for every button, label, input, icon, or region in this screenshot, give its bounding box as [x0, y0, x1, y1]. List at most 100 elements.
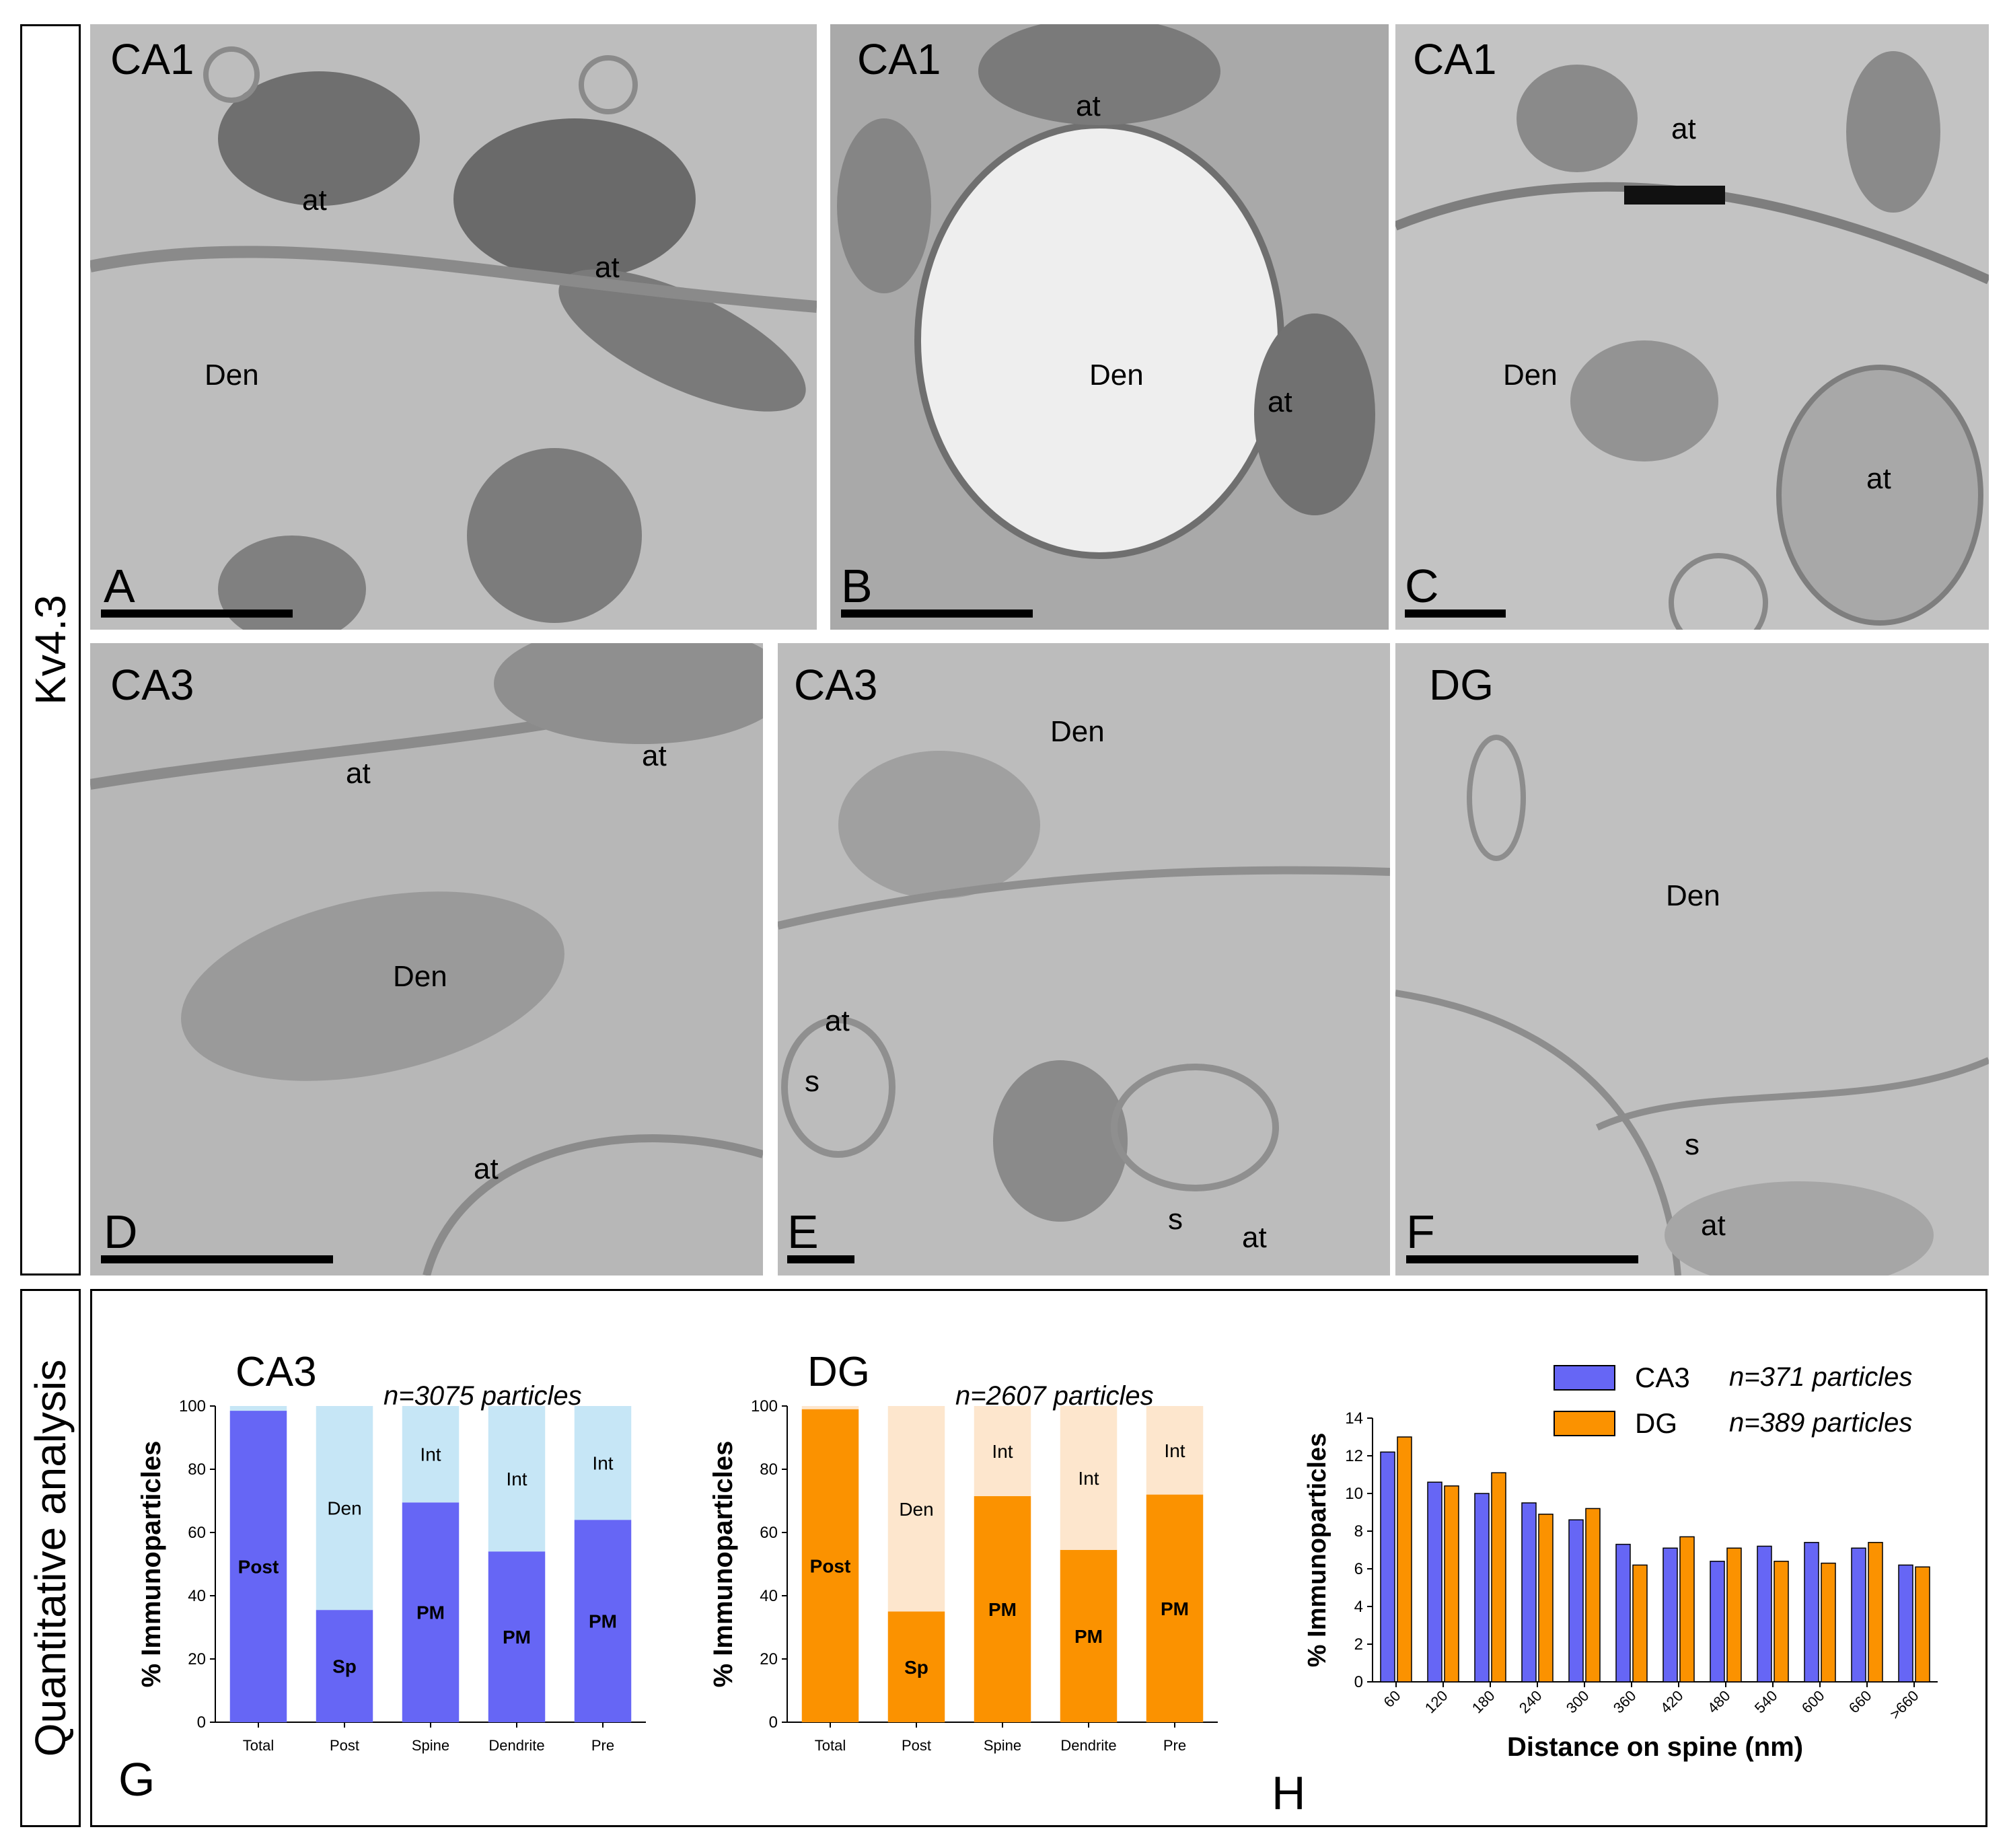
panel-d-letter: D: [104, 1206, 138, 1258]
distance-bar-dg: [1915, 1566, 1930, 1683]
distance-y-tick-label: 2: [1354, 1635, 1363, 1654]
ca3-y-tick-label: 100: [179, 1397, 206, 1415]
distance-bar-dg: [1774, 1561, 1789, 1683]
chart-distance-svg: CA3 n=371 particles DG n=389 particles % Imm…: [1303, 1362, 1938, 1762]
panel-d-region: CA3: [110, 661, 194, 709]
distance-bar-dg: [1444, 1485, 1459, 1683]
legend-name-ca3: CA3: [1635, 1362, 1690, 1393]
panel-e-label-s: s: [1168, 1203, 1183, 1236]
dg-segment-label: PM: [988, 1599, 1017, 1620]
panel-f-label-s: s: [1685, 1128, 1700, 1161]
row-label-quantitative: Quantitative analysis: [20, 1289, 81, 1827]
distance-bar-ca3: [1380, 1451, 1395, 1683]
distance-x-tick-label: >660: [1887, 1687, 1922, 1723]
dg-title: DG: [807, 1349, 870, 1395]
distance-bar-dg: [1679, 1536, 1695, 1683]
dg-y-tick-label: 60: [760, 1524, 778, 1542]
ca3-segment-label: Post: [238, 1557, 279, 1578]
panel-b-label-at: at: [1268, 385, 1292, 418]
dg-subtitle: n=2607 particles: [955, 1381, 1154, 1411]
distance-y-tick-label: 12: [1345, 1447, 1363, 1465]
panel-a-micrograph: CA1 at at Den A: [90, 24, 817, 630]
panel-e-letter: E: [787, 1206, 819, 1258]
distance-x-tick-label: 240: [1516, 1687, 1545, 1717]
panel-b-micrograph: CA1 at Den at B: [830, 24, 1389, 630]
figure-letter-h: H: [1272, 1767, 1306, 1819]
panel-a-scale-bar: [101, 609, 293, 618]
dg-x-tick-label: Pre: [1163, 1737, 1186, 1754]
ca3-segment-label: PM: [589, 1611, 617, 1632]
distance-x-tick-label: 660: [1846, 1687, 1875, 1717]
ca3-y-tick-label: 0: [197, 1713, 206, 1732]
ca3-x-tick-label: Dendrite: [488, 1737, 544, 1754]
distance-y-tick-label: 4: [1354, 1598, 1363, 1616]
chart-distance-histogram: CA3 n=371 particles DG n=389 particles % Imm…: [1278, 1345, 1971, 1820]
panel-d-label-at: at: [642, 739, 667, 772]
panel-b-label-at: at: [1076, 89, 1101, 122]
dg-y-tick-label: 0: [769, 1713, 778, 1732]
distance-bar-dg: [1632, 1564, 1648, 1683]
dg-segment-label: PM: [1161, 1598, 1189, 1619]
ca3-x-tick-label: Total: [243, 1737, 274, 1754]
ca3-y-tick-label: 20: [188, 1650, 206, 1668]
ca3-segment-label: PM: [416, 1602, 445, 1623]
panel-e-label-at: at: [1242, 1221, 1267, 1254]
distance-bar-dg: [1585, 1508, 1601, 1683]
panel-c-scale-bar: [1405, 609, 1506, 618]
micrograph-texture: [1395, 643, 1989, 1276]
ca3-segment-label: PM: [503, 1627, 531, 1648]
panel-d-label-at: at: [346, 757, 371, 790]
panel-d-label-den: Den: [393, 960, 447, 993]
distance-y-tick-label: 0: [1354, 1673, 1363, 1691]
dg-bar-upper: [974, 1406, 1031, 1496]
panel-f-label-den: Den: [1666, 879, 1720, 912]
distance-x-tick-label: 600: [1798, 1687, 1828, 1717]
dg-segment-label: PM: [1074, 1626, 1103, 1647]
micrograph-texture: [830, 24, 1389, 630]
dg-segment-label: Den: [899, 1499, 933, 1520]
panel-e-micrograph: CA3 Den at s s at E: [778, 643, 1390, 1276]
ca3-bar-upper: [574, 1406, 632, 1520]
dg-y-tick-label: 80: [760, 1461, 778, 1479]
ca3-segment-label: Int: [506, 1469, 527, 1489]
dg-segment-label: Post: [810, 1555, 851, 1576]
distance-bar-dg: [1538, 1514, 1554, 1683]
ca3-segment-label: Int: [420, 1444, 441, 1465]
ca3-bar-upper: [316, 1406, 373, 1611]
chart-dg-stacked: DG n=2607 particles % Immunoparticles 0 20 40…: [700, 1345, 1238, 1786]
legend-note-ca3: n=371 particles: [1729, 1362, 1912, 1392]
distance-y-tick-label: 6: [1354, 1560, 1363, 1578]
ca3-bar-lower: [574, 1520, 632, 1722]
dg-bar-lower: [974, 1495, 1031, 1722]
chart-ca3-stacked: CA3 n=3075 particles % Immunoparticles 0 20 4…: [128, 1345, 666, 1786]
panel-e-label-s: s: [805, 1065, 819, 1098]
distance-bar-dg: [1491, 1472, 1506, 1683]
ca3-x-tick-label: Post: [330, 1737, 359, 1754]
dg-bar-upper: [887, 1406, 945, 1612]
distance-x-tick-label: 420: [1657, 1687, 1687, 1717]
distance-x-tick-label: 540: [1751, 1687, 1781, 1717]
distance-bar-ca3: [1710, 1561, 1725, 1683]
panel-f-scale-bar: [1406, 1255, 1638, 1263]
quantitative-analysis-frame: [90, 1289, 1987, 1827]
chart-dg-svg: DG n=2607 particles % Immunoparticles 0 20 40…: [708, 1349, 1218, 1754]
dg-x-tick-label: Dendrite: [1060, 1737, 1116, 1754]
dg-bar-upper: [1060, 1406, 1118, 1550]
dg-segment-label: Int: [992, 1441, 1013, 1462]
distance-bar-dg: [1726, 1547, 1742, 1683]
dg-segment-label: Sp: [904, 1657, 928, 1678]
distance-bar-ca3: [1663, 1547, 1678, 1683]
panel-e-label-den: Den: [1050, 715, 1105, 748]
panel-c-micrograph: CA1 at Den at C: [1395, 24, 1989, 630]
ca3-title: CA3: [235, 1349, 317, 1395]
dg-bar-upper: [801, 1406, 859, 1409]
distance-bar-ca3: [1521, 1502, 1537, 1683]
distance-x-tick-label: 120: [1422, 1687, 1451, 1717]
distance-xlabel: Distance on spine (nm): [1507, 1732, 1803, 1762]
panel-e-scale-bar: [787, 1255, 854, 1263]
panel-a-letter: A: [104, 560, 135, 612]
dg-x-tick-label: Post: [902, 1737, 931, 1754]
ca3-segment-label: Int: [592, 1453, 613, 1474]
distance-bar-dg: [1868, 1542, 1883, 1683]
panel-f-region: DG: [1429, 661, 1494, 709]
